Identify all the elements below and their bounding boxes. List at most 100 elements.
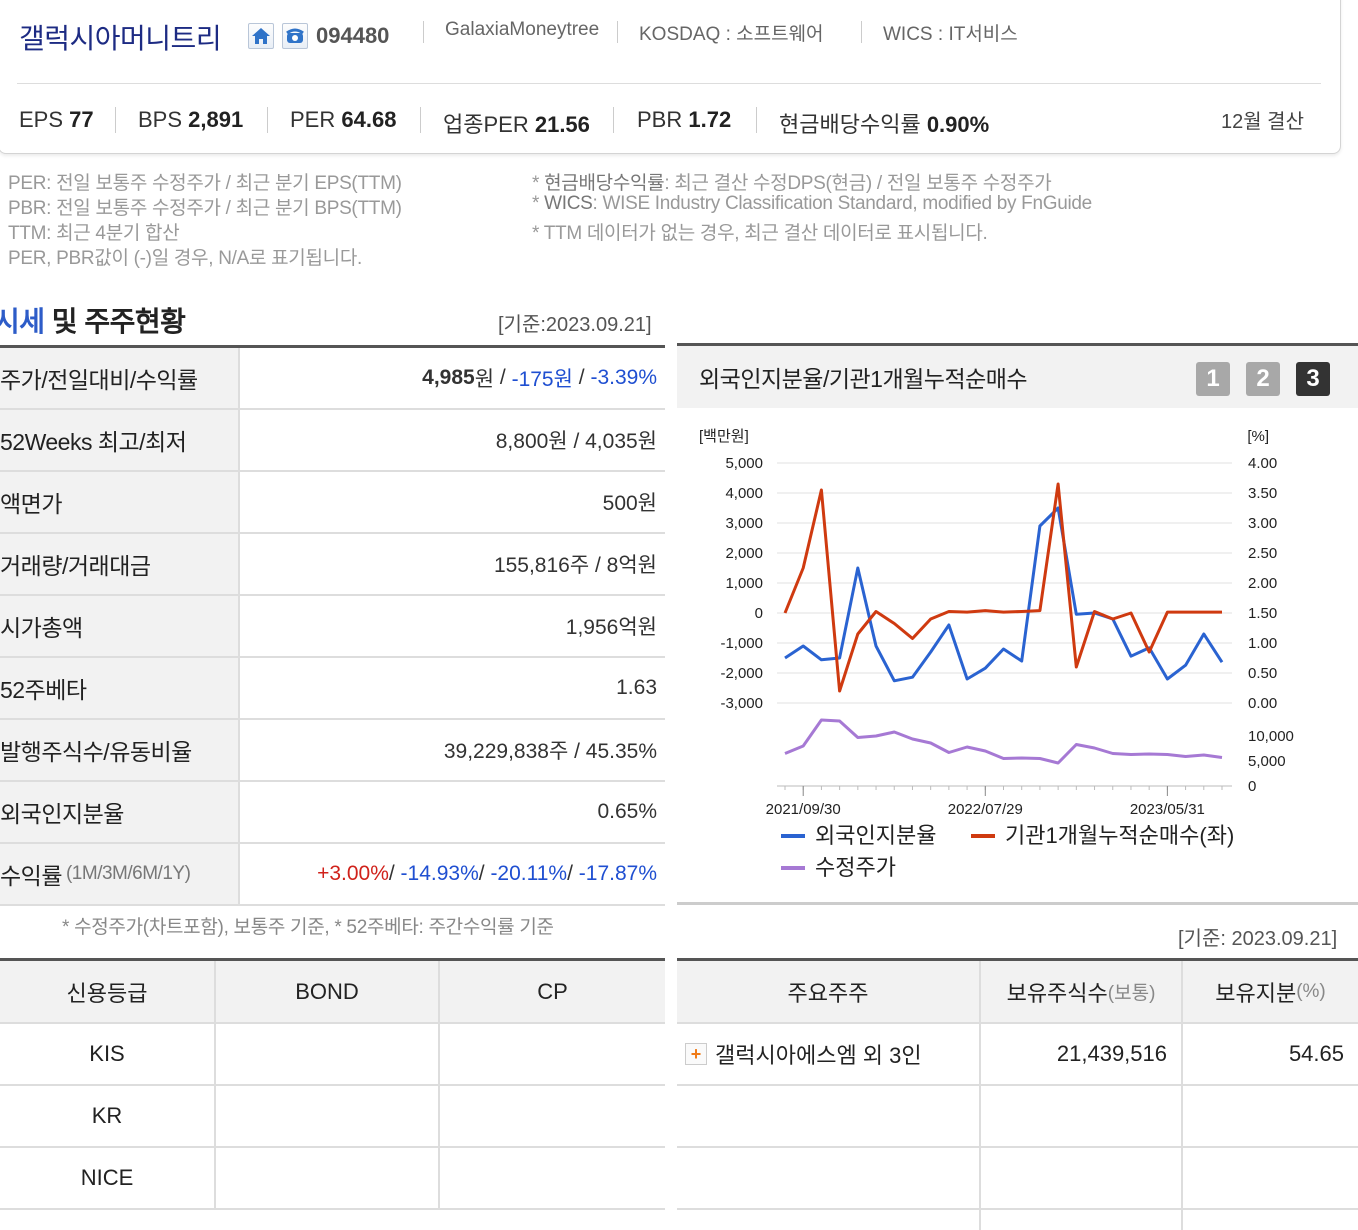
table-header: 주요주주 보유주식수 (보통) 보유지분 (%) <box>677 961 1358 1024</box>
metric-industry-per: 업종PER 21.56 <box>443 112 590 137</box>
empty-cell <box>1183 1086 1358 1146</box>
series-line-2 <box>784 718 1223 765</box>
row-value: 1.63 <box>616 676 657 699</box>
left-axis-tick: -2,000 <box>720 665 763 682</box>
section-title: 시세 및 주주현황 <box>0 306 186 337</box>
x-axis-tick-label: 2023/05/31 <box>1130 801 1205 818</box>
english-name: GalaxiaMoneytree <box>445 19 600 40</box>
price-table: 주가/전일대비/수익률 4,985 원 / -175원 / -3.39% 52We… <box>0 345 665 906</box>
empty-cell <box>981 1210 1183 1230</box>
home-icon[interactable] <box>248 23 274 49</box>
bond-cell <box>216 1086 440 1146</box>
empty-cell <box>677 1210 981 1230</box>
left-axis-tick: -1,000 <box>720 635 763 652</box>
note-pbr: PBR: 전일 보통주 수정주가 / 최근 분기 BPS(TTM) <box>8 198 402 219</box>
left-axis-tick: 2,000 <box>725 545 763 562</box>
legend-label: 기관1개월누적순매수(좌) <box>1005 823 1234 848</box>
foreign-institution-chart: [백만원] [%] 5,000 4,000 3,000 2,000 1,000 0 -1,000… <box>699 428 1294 880</box>
cp-cell <box>440 1086 665 1146</box>
price-axis-tick: 5,000 <box>1248 753 1286 770</box>
right-axis-tick: 3.00 <box>1248 515 1277 532</box>
note-per: PER: 전일 보통주 수정주가 / 최근 분기 EPS(TTM) <box>8 173 402 194</box>
shareholder-basis-date: [기준: 2023.09.21] <box>1178 928 1338 950</box>
note-na: PER, PBR값이 (-)일 경우, N/A로 표기됩니다. <box>8 248 362 269</box>
chart-tab-3[interactable]: 3 <box>1296 362 1330 396</box>
empty-cell <box>981 1148 1183 1208</box>
table-row: 거래량/거래대금 155,816주 / 8억원 <box>0 534 665 596</box>
agency-kis: KIS <box>0 1024 216 1084</box>
row-label: 시가총액 <box>0 596 240 656</box>
row-label: 주가/전일대비/수익률 <box>0 348 240 408</box>
right-axis-tick: 0.50 <box>1248 665 1277 682</box>
agency-nice: NICE <box>0 1148 216 1208</box>
header-stake: 보유지분 (%) <box>1215 980 1326 1006</box>
left-axis-tick: -3,000 <box>720 695 763 712</box>
note-dividend: * 현금배당수익률: 최근 결산 수정DPS(현금) / 전일 보통주 수정주가 <box>532 173 1052 194</box>
returns-value: +3.00% / -14.93% / -20.11% / -17.87% <box>317 862 657 885</box>
chart-tab-1[interactable]: 1 <box>1196 362 1230 396</box>
left-axis-tick: 0 <box>755 605 763 622</box>
table-row <box>677 1148 1358 1210</box>
right-axis-tick: 1.50 <box>1248 605 1277 622</box>
empty-cell <box>981 1086 1183 1146</box>
empty-cell <box>677 1148 981 1208</box>
table-row: 시가총액 1,956억원 <box>0 596 665 658</box>
bond-cell <box>216 1148 440 1208</box>
chart-tab-2[interactable]: 2 <box>1246 362 1280 396</box>
market-sector: KOSDAQ : 소프트웨어 <box>639 24 824 45</box>
chart-title: 외국인지분율/기관1개월누적순매수 <box>677 346 1358 408</box>
phone-icon[interactable] <box>282 23 308 49</box>
legend-label: 수정주가 <box>815 855 896 880</box>
right-axis-tick: 2.00 <box>1248 575 1277 592</box>
header-credit: 신용등급 <box>0 961 216 1022</box>
note-wics: * WICS: WISE Industry Classification Sta… <box>532 193 1092 214</box>
company-name: 갤럭시아머니트리 <box>19 23 222 54</box>
row-label: 52주베타 <box>0 658 240 718</box>
credit-rating-table: 신용등급 BOND CP KIS KR NICE <box>0 958 665 1210</box>
left-axis-tick: 1,000 <box>725 575 763 592</box>
empty-cell <box>677 1086 981 1146</box>
row-label: 수익률 (1M/3M/6M/1Y) <box>0 844 240 904</box>
right-axis-tick: 0.00 <box>1248 695 1277 712</box>
table-row: 주가/전일대비/수익률 4,985 원 / -175원 / -3.39% <box>0 348 665 410</box>
x-axis-tick-label: 2021/09/30 <box>766 801 841 818</box>
holder-stake: 54.65 <box>1288 1041 1344 1066</box>
left-axis-tick: 3,000 <box>725 515 763 532</box>
right-axis-tick: 4.00 <box>1248 455 1277 472</box>
chart-tabs: 1 2 3 <box>1196 362 1330 396</box>
price-value: 4,985 원 / -175원 / -3.39% <box>422 366 657 391</box>
row-value: 8,800원 / 4,035원 <box>495 430 657 453</box>
chart-panel: 외국인지분율/기관1개월누적순매수 1 2 3 [백만원] [%] 5,000 4,0… <box>677 343 1358 905</box>
header-cp: CP <box>537 978 568 1004</box>
right-axis-tick: 2.50 <box>1248 545 1277 562</box>
table-row: 외국인지분율 0.65% <box>0 782 665 844</box>
price-axis-tick: 0 <box>1248 778 1256 795</box>
legend-label: 외국인지분율 <box>815 823 936 848</box>
bond-cell <box>216 1024 440 1084</box>
series-line-0 <box>784 506 1224 683</box>
cp-cell <box>440 1024 665 1084</box>
right-axis-tick: 3.50 <box>1248 485 1277 502</box>
table-header: 신용등급 BOND CP <box>0 961 665 1024</box>
settlement-month: 12월 결산 <box>1220 111 1304 133</box>
stock-code: 094480 <box>316 23 390 48</box>
metric-pbr: PBR 1.72 <box>637 107 732 132</box>
holder-name: + 갤럭시아에스엠 외 3인 <box>677 1024 981 1084</box>
row-value: 500원 <box>602 492 657 515</box>
agency-kr: KR <box>0 1086 216 1146</box>
table-row: + 갤럭시아에스엠 외 3인 21,439,516 54.65 <box>677 1024 1358 1086</box>
metric-bps: BPS 2,891 <box>138 107 244 132</box>
plus-icon[interactable]: + <box>685 1043 707 1065</box>
empty-cell <box>1183 1148 1358 1208</box>
row-value: 155,816주 / 8억원 <box>493 554 657 577</box>
right-axis-tick: 1.00 <box>1248 635 1277 652</box>
table-row <box>677 1210 1358 1230</box>
table-row: 발행주식수/유동비율 39,229,838주 / 45.35% <box>0 720 665 782</box>
table-row: KIS <box>0 1024 665 1086</box>
table-row: NICE <box>0 1148 665 1210</box>
left-unit-label: [백만원] <box>699 428 749 445</box>
shareholder-table: 주요주주 보유주식수 (보통) 보유지분 (%) + 갤럭시아에스엠 외 3인 21,… <box>677 958 1358 1230</box>
right-unit-label: [%] <box>1247 428 1269 445</box>
table-row <box>677 1086 1358 1148</box>
metric-eps: EPS 77 <box>19 107 94 132</box>
